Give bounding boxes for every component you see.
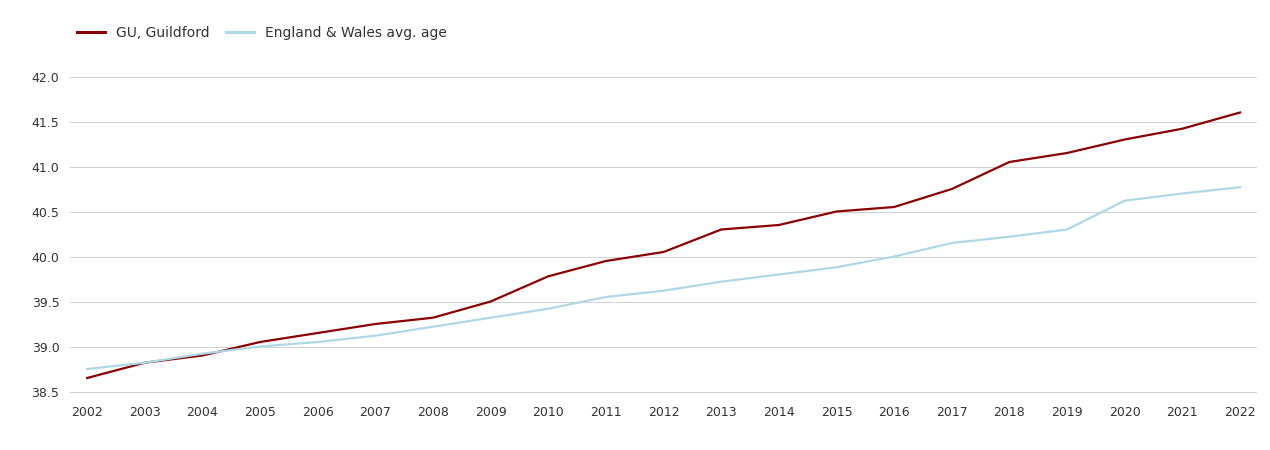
England & Wales avg. age (1118, 198, 1133, 203)
England & Wales avg. age (1232, 184, 1247, 190)
England & Wales avg. age (1175, 191, 1190, 196)
GU, Guildford (1118, 137, 1133, 142)
GU, Guildford (598, 258, 613, 264)
GU, Guildford (944, 186, 959, 192)
England & Wales avg. age (425, 324, 441, 329)
Legend: GU, Guildford, England & Wales avg. age: GU, Guildford, England & Wales avg. age (76, 26, 447, 40)
GU, Guildford (310, 330, 325, 336)
GU, Guildford (1059, 150, 1074, 156)
England & Wales avg. age (80, 366, 95, 372)
GU, Guildford (541, 274, 556, 279)
England & Wales avg. age (598, 294, 613, 300)
England & Wales avg. age (944, 240, 959, 246)
GU, Guildford (1175, 126, 1190, 131)
Line: England & Wales avg. age: England & Wales avg. age (88, 187, 1240, 369)
GU, Guildford (771, 222, 786, 228)
England & Wales avg. age (886, 254, 902, 259)
England & Wales avg. age (657, 288, 672, 293)
England & Wales avg. age (253, 344, 268, 349)
GU, Guildford (137, 360, 152, 365)
Line: GU, Guildford: GU, Guildford (88, 112, 1240, 378)
GU, Guildford (483, 299, 498, 304)
GU, Guildford (714, 227, 729, 232)
GU, Guildford (253, 339, 268, 345)
GU, Guildford (80, 375, 95, 381)
England & Wales avg. age (714, 279, 729, 284)
England & Wales avg. age (194, 351, 210, 356)
England & Wales avg. age (829, 265, 845, 270)
GU, Guildford (886, 204, 902, 210)
England & Wales avg. age (137, 360, 152, 365)
England & Wales avg. age (483, 315, 498, 320)
England & Wales avg. age (1002, 234, 1017, 239)
GU, Guildford (829, 209, 845, 214)
England & Wales avg. age (771, 272, 786, 277)
England & Wales avg. age (541, 306, 556, 311)
England & Wales avg. age (368, 333, 384, 338)
GU, Guildford (657, 249, 672, 255)
GU, Guildford (425, 315, 441, 320)
England & Wales avg. age (310, 339, 325, 345)
England & Wales avg. age (1059, 227, 1074, 232)
GU, Guildford (194, 353, 210, 358)
GU, Guildford (368, 321, 384, 327)
GU, Guildford (1002, 159, 1017, 165)
GU, Guildford (1232, 110, 1247, 115)
